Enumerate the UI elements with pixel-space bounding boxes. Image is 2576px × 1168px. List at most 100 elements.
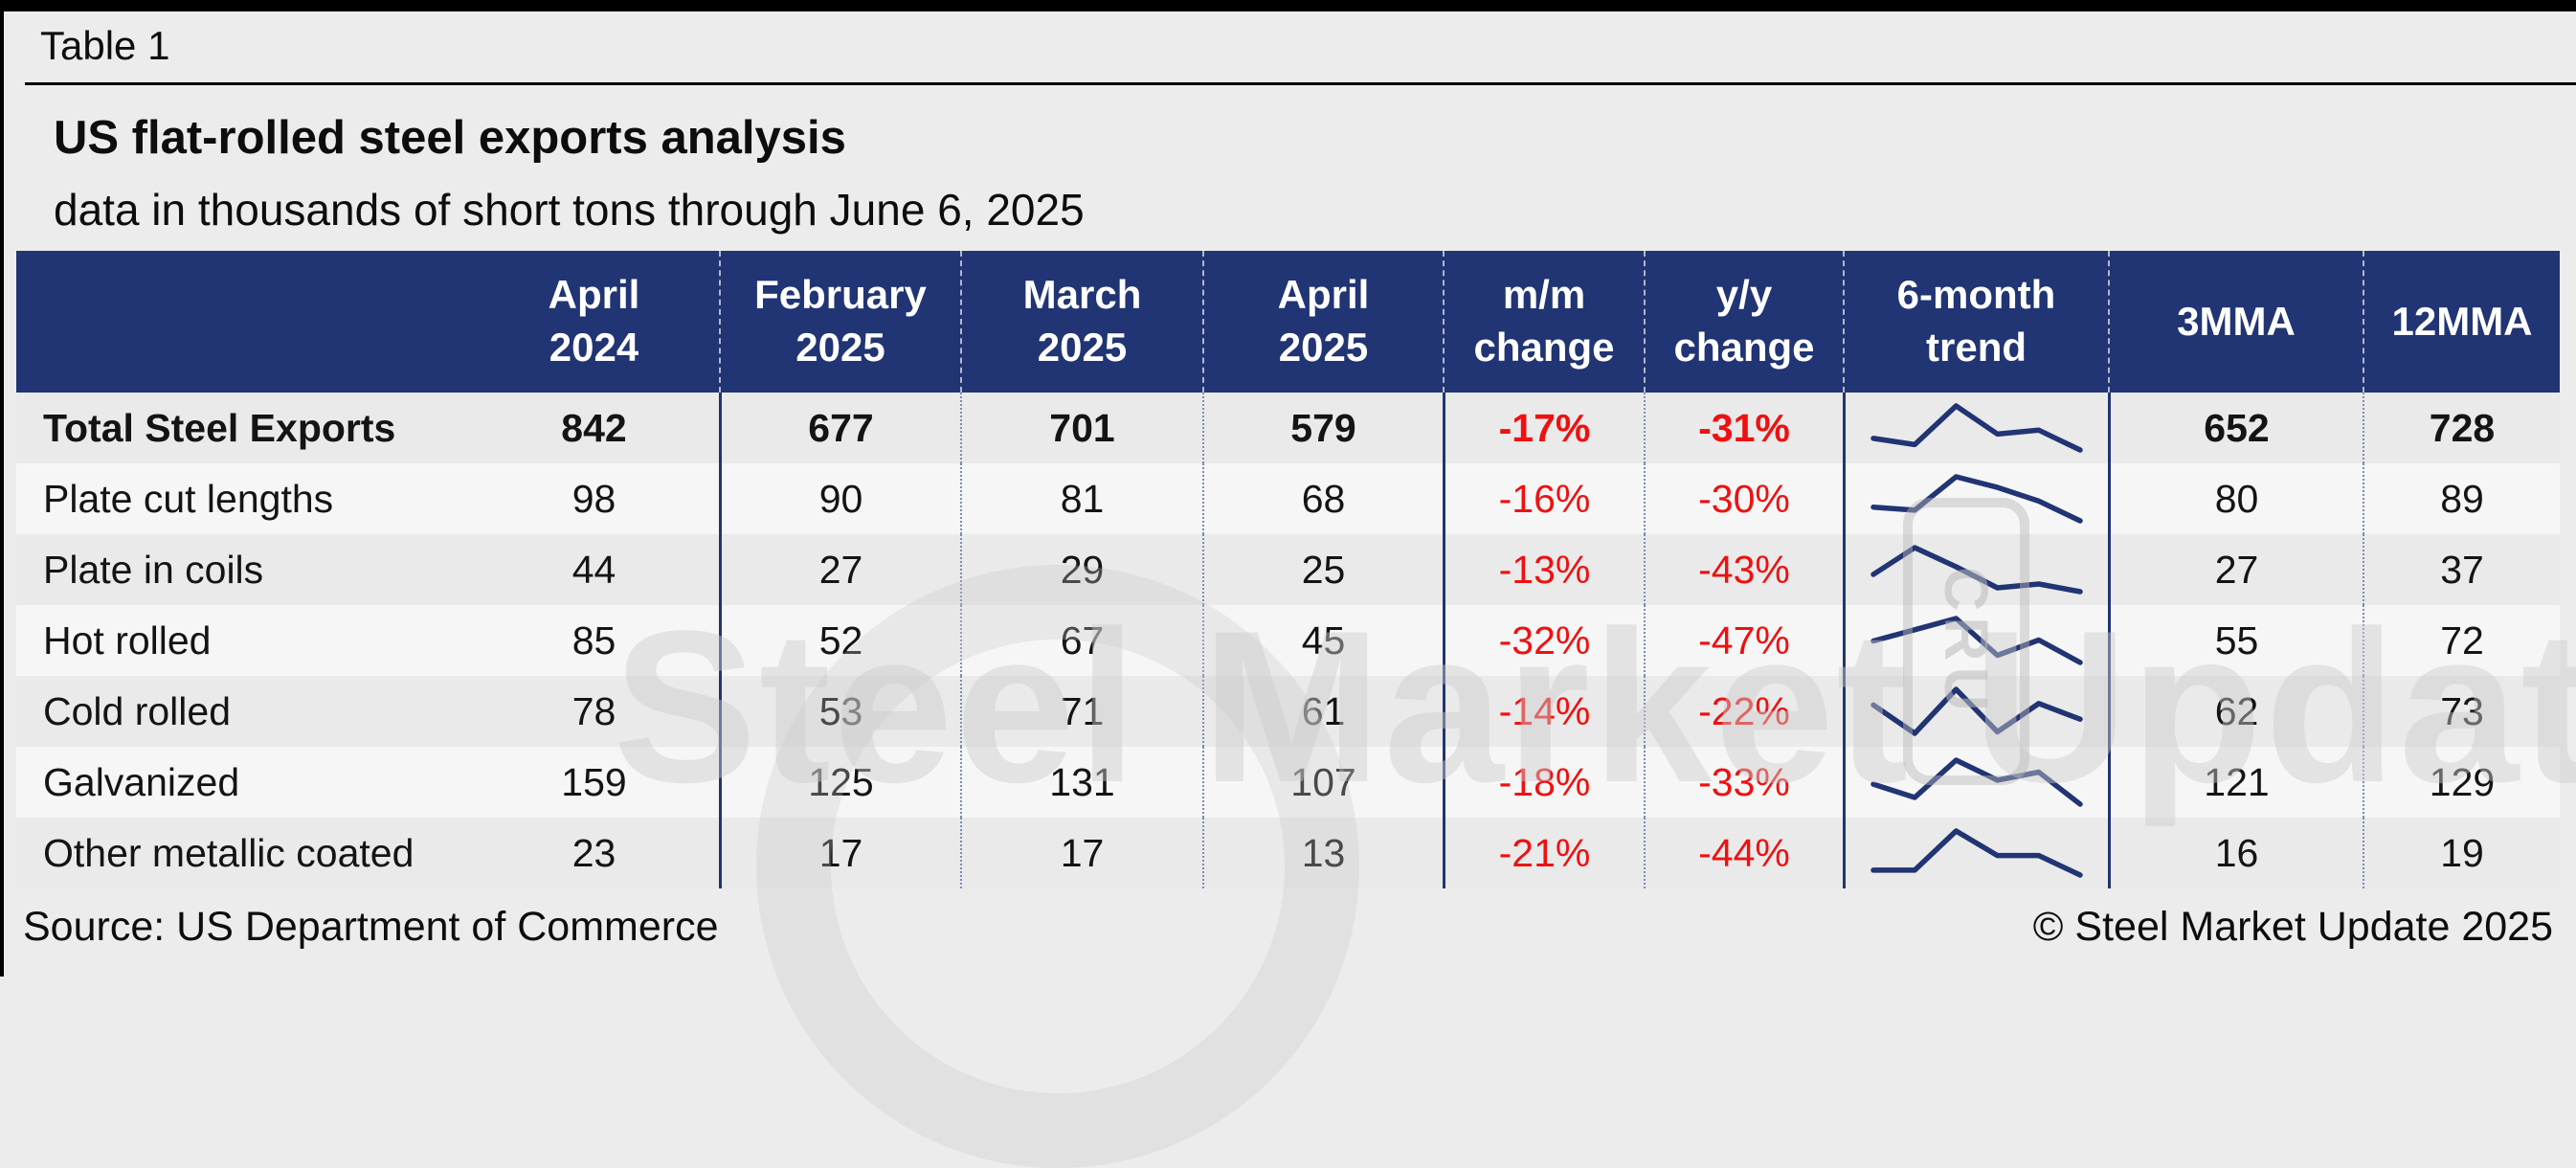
cell-yy-change: -30% <box>1644 463 1843 534</box>
cell-april-2025: 45 <box>1202 605 1443 676</box>
cell-mm-change: -18% <box>1443 747 1644 818</box>
cell-6-month-trend <box>1843 463 2108 534</box>
cell-april-2024: 842 <box>561 405 627 450</box>
divider-rule <box>25 82 2576 85</box>
cell-yy-change: -47% <box>1644 605 1843 676</box>
cell-3mma: 16 <box>2108 818 2363 888</box>
cell-yy-change: -22% <box>1644 676 1843 747</box>
exports-table: April 2024 February 2025 March 2025 April 20… <box>16 251 2560 888</box>
window-left-edge <box>0 0 4 977</box>
cell-april-2024: 98 <box>571 476 616 521</box>
cell-mm-change: -21% <box>1443 818 1644 888</box>
row-label: Plate cut lengths <box>43 476 334 521</box>
cell-yy-change: -43% <box>1644 534 1843 605</box>
trend-sparkline <box>1870 474 2083 524</box>
table-body: Total Steel Exports 842 677 701 579 -17% -31% 6… <box>16 393 2560 888</box>
row-label: Plate in coils <box>43 547 264 592</box>
cell-april-2025: 107 <box>1202 747 1443 818</box>
cell-mm-change: -13% <box>1443 534 1644 605</box>
cell-12mma: 37 <box>2363 534 2560 605</box>
cell-3mma: 55 <box>2108 605 2363 676</box>
row-label: Galvanized <box>43 759 240 804</box>
cell-march-2025: 701 <box>960 393 1202 463</box>
trend-sparkline <box>1870 616 2083 665</box>
trend-sparkline <box>1870 545 2083 595</box>
row-label: Other metallic coated <box>43 830 414 875</box>
header-cell-mm-change: m/m change <box>1443 251 1644 393</box>
cell-march-2025: 81 <box>960 463 1202 534</box>
row-label: Cold rolled <box>43 688 231 733</box>
cell-february-2025: 90 <box>719 463 960 534</box>
header-cell-6-month-trend: 6-month trend <box>1843 251 2108 393</box>
cell-6-month-trend <box>1843 676 2108 747</box>
cell-6-month-trend <box>1843 534 2108 605</box>
cell-12mma: 89 <box>2363 463 2560 534</box>
table-row: Galvanized 159 125 131 107 -18% -33% 121 129 <box>16 747 2560 818</box>
table-header-row: April 2024 February 2025 March 2025 April 20… <box>16 251 2560 393</box>
cell-april-2025: 61 <box>1202 676 1443 747</box>
cell-yy-change: -31% <box>1644 393 1843 463</box>
cell-6-month-trend <box>1843 393 2108 463</box>
cell-mm-change: -32% <box>1443 605 1644 676</box>
cell-3mma: 62 <box>2108 676 2363 747</box>
cell-april-2024: 44 <box>571 547 616 592</box>
cell-12mma: 19 <box>2363 818 2560 888</box>
cell-12mma: 129 <box>2363 747 2560 818</box>
footer-source: Source: US Department of Commerce <box>23 904 719 950</box>
cell-yy-change: -33% <box>1644 747 1843 818</box>
table-row: Hot rolled 85 52 67 45 -32% -47% 55 72 <box>16 605 2560 676</box>
cell-yy-change: -44% <box>1644 818 1843 888</box>
cell-february-2025: 677 <box>719 393 960 463</box>
window-top-bar <box>0 0 2576 11</box>
cell-february-2025: 52 <box>719 605 960 676</box>
cell-april-2024: 78 <box>571 688 616 733</box>
cell-12mma: 73 <box>2363 676 2560 747</box>
cell-february-2025: 53 <box>719 676 960 747</box>
cell-3mma: 121 <box>2108 747 2363 818</box>
header-cell-february-2025: February 2025 <box>719 251 960 393</box>
cell-february-2025: 27 <box>719 534 960 605</box>
cell-april-2025: 68 <box>1202 463 1443 534</box>
row-label: Hot rolled <box>43 618 212 663</box>
header-cell-yy-change: y/y change <box>1644 251 1843 393</box>
table-row: Total Steel Exports 842 677 701 579 -17% -31% 6… <box>16 393 2560 463</box>
cell-april-2024: 159 <box>561 759 627 804</box>
table-row: Plate cut lengths 98 90 81 68 -16% -30% 80 89 <box>16 463 2560 534</box>
table-row: Cold rolled 78 53 71 61 -14% -22% 62 73 <box>16 676 2560 747</box>
cell-march-2025: 17 <box>960 818 1202 888</box>
cell-mm-change: -17% <box>1443 393 1644 463</box>
header-cell-april-2024: April 2024 <box>548 272 640 370</box>
cell-6-month-trend <box>1843 747 2108 818</box>
table-row: Plate in coils 44 27 29 25 -13% -43% 27 37 <box>16 534 2560 605</box>
cell-march-2025: 29 <box>960 534 1202 605</box>
cell-february-2025: 125 <box>719 747 960 818</box>
header-cell-12mma: 12MMA <box>2363 251 2560 393</box>
header-cell-march-2025: March 2025 <box>960 251 1202 393</box>
cell-3mma: 80 <box>2108 463 2363 534</box>
cell-12mma: 72 <box>2363 605 2560 676</box>
cell-april-2024: 23 <box>571 830 616 875</box>
header-cell-3mma: 3MMA <box>2108 251 2363 393</box>
row-label: Total Steel Exports <box>43 405 396 450</box>
trend-sparkline <box>1870 828 2083 878</box>
cell-3mma: 27 <box>2108 534 2363 605</box>
page-subtitle: data in thousands of short tons through … <box>54 185 1085 235</box>
page-title: US flat-rolled steel exports analysis <box>54 112 846 164</box>
cell-3mma: 652 <box>2108 393 2363 463</box>
cell-6-month-trend <box>1843 818 2108 888</box>
cell-april-2024: 85 <box>571 618 616 663</box>
cell-april-2025: 579 <box>1202 393 1443 463</box>
cell-mm-change: -16% <box>1443 463 1644 534</box>
header-cell-row-labels <box>16 251 469 393</box>
cell-march-2025: 71 <box>960 676 1202 747</box>
footer-copyright: © Steel Market Update 2025 <box>2032 904 2553 950</box>
table-row: Other metallic coated 23 17 17 13 -21% -44% 16 1… <box>16 818 2560 888</box>
cell-march-2025: 67 <box>960 605 1202 676</box>
cell-april-2025: 25 <box>1202 534 1443 605</box>
cell-6-month-trend <box>1843 605 2108 676</box>
table-number-label: Table 1 <box>40 23 170 68</box>
cell-february-2025: 17 <box>719 818 960 888</box>
cell-april-2025: 13 <box>1202 818 1443 888</box>
cell-march-2025: 131 <box>960 747 1202 818</box>
trend-sparkline <box>1870 686 2083 736</box>
